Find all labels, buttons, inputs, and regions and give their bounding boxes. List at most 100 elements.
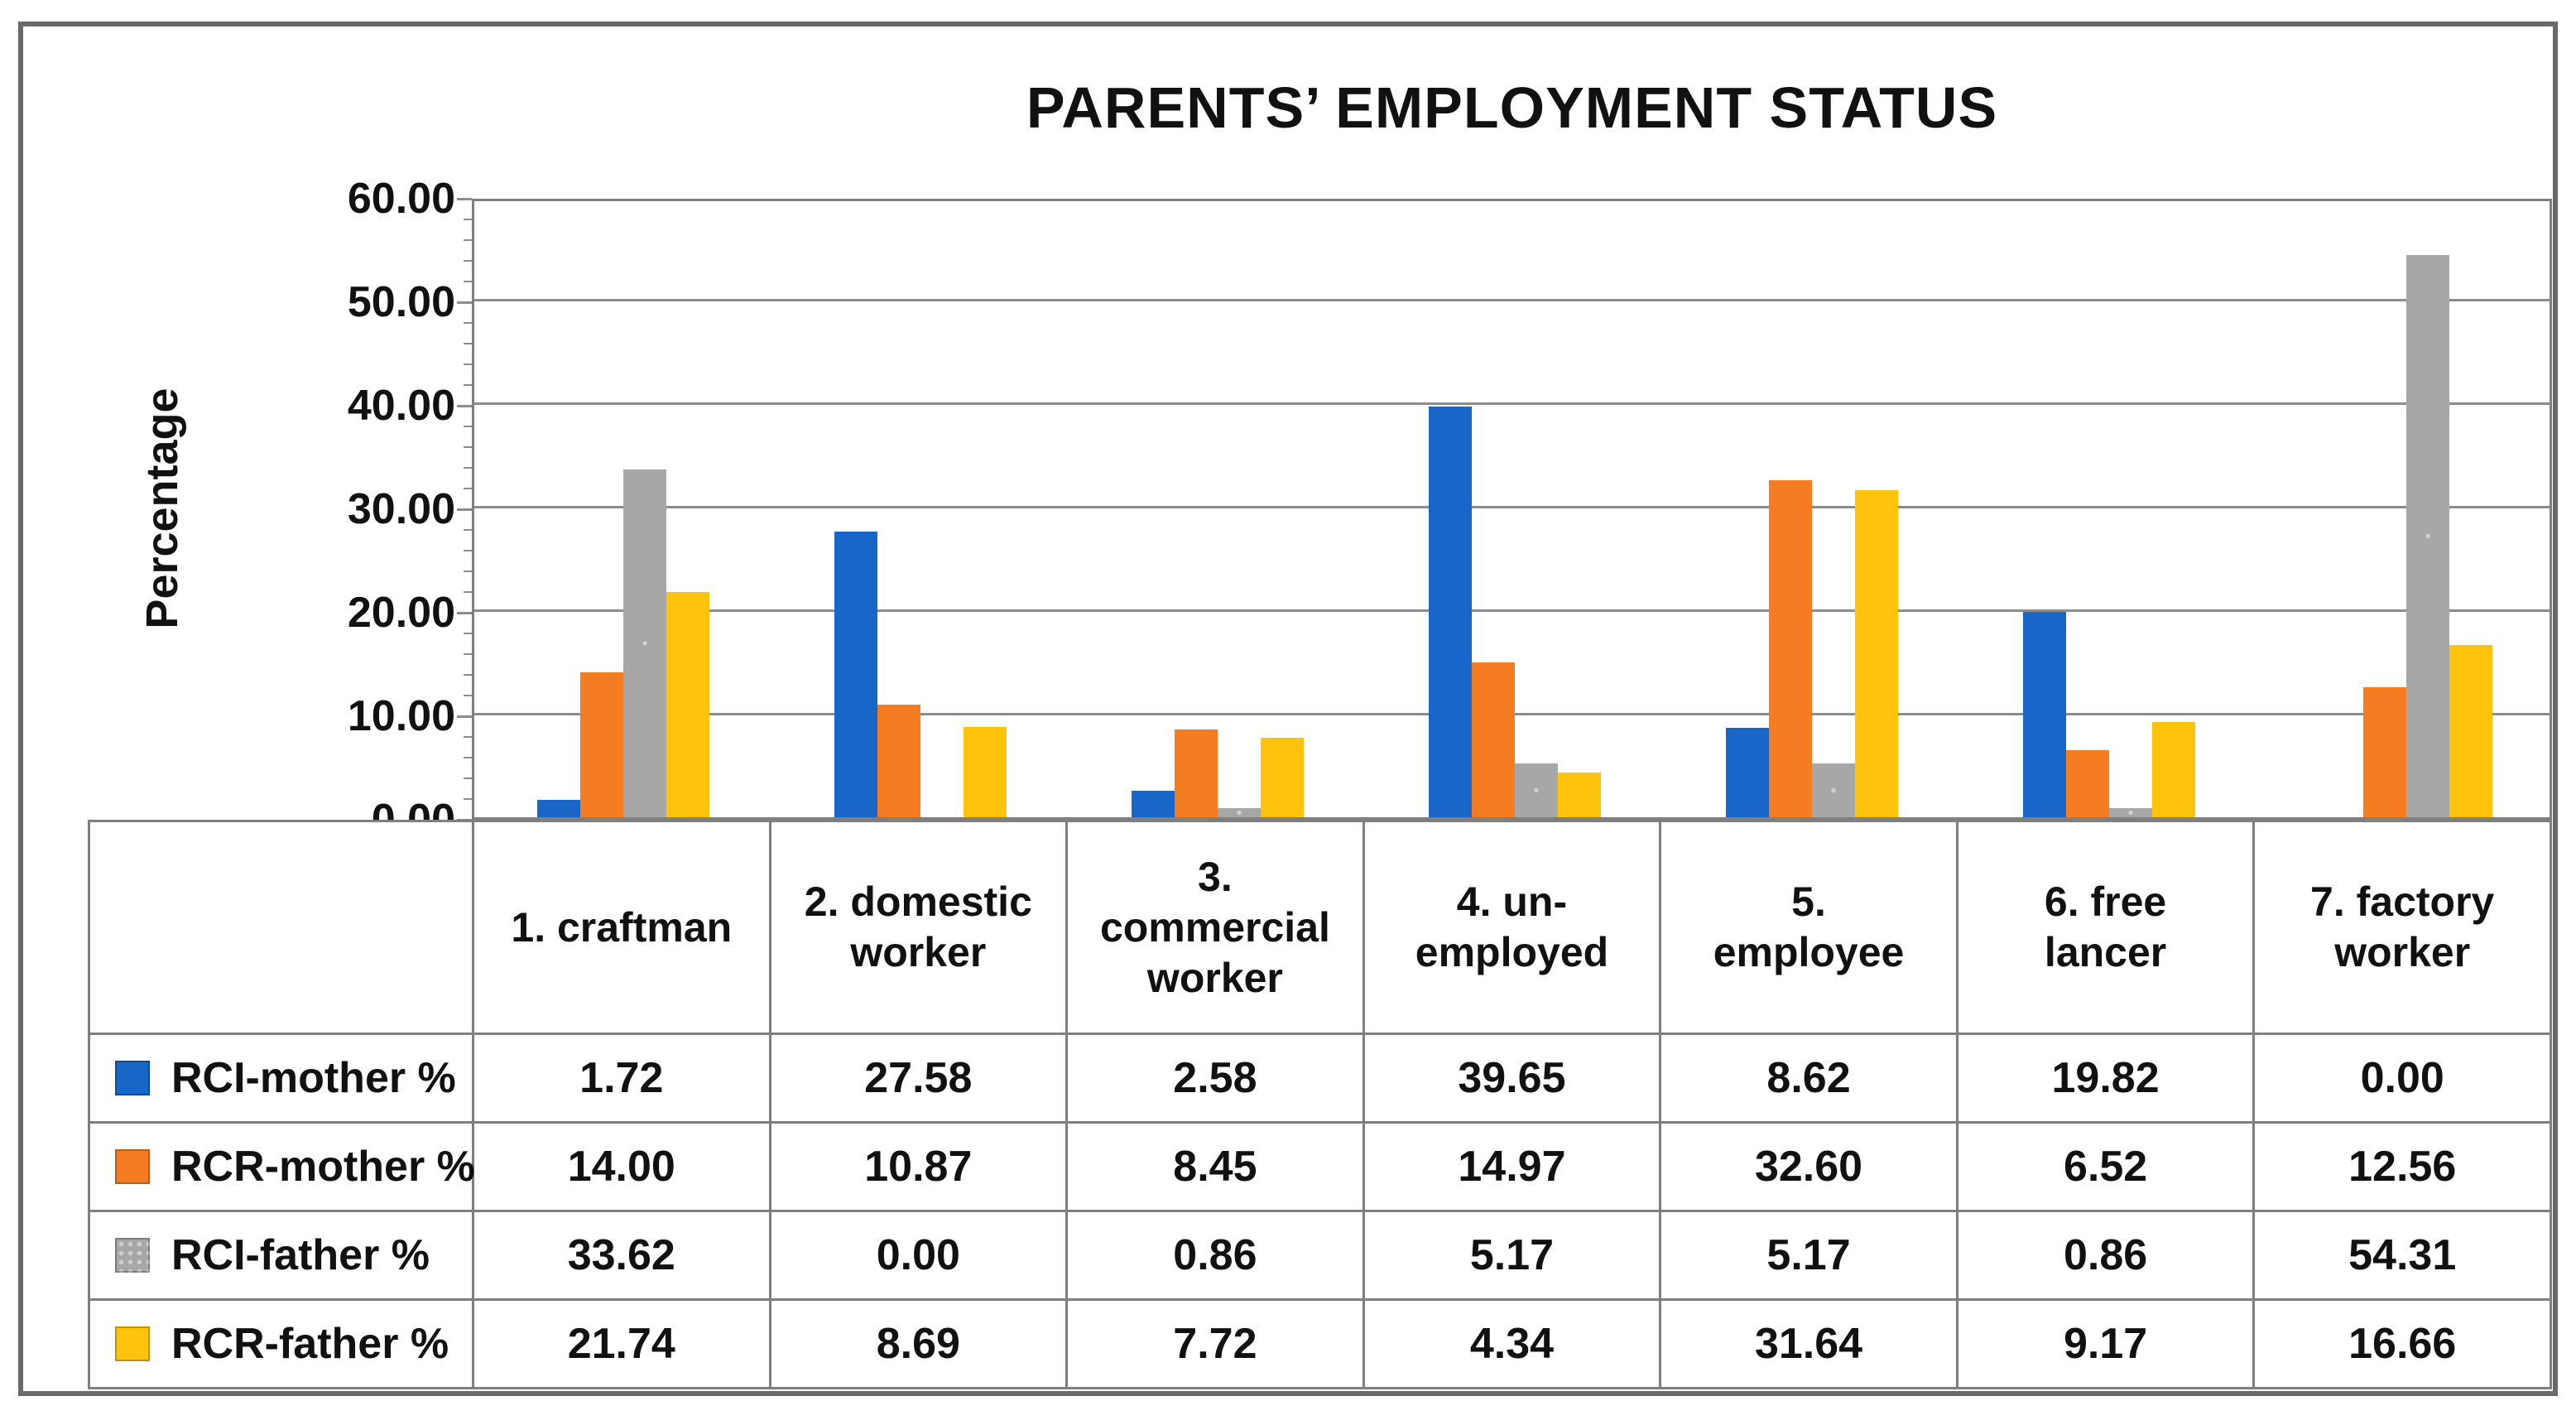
table-row: RCI-father % 33.62 0.00 0.86 5.17 5.17 0.86 54.…	[88, 1210, 2552, 1301]
value-cell: 10.87	[768, 1121, 1069, 1212]
y-minor-tick	[464, 260, 472, 262]
bar-rcr-mother-cat3	[1174, 729, 1218, 817]
value-cell: 5.17	[1659, 1210, 1958, 1301]
y-minor-tick	[464, 757, 472, 758]
value-cell: 2.58	[1065, 1033, 1365, 1124]
gridline	[474, 609, 2550, 612]
legend-cell: RCR-mother %	[88, 1121, 475, 1212]
table-row: RCI-mother % 1.72 27.58 2.58 39.65 8.62 19.82 0…	[88, 1033, 2552, 1124]
bar-rci-mother-cat6	[2022, 612, 2066, 817]
plot-area	[472, 199, 2552, 820]
y-major-tick	[457, 197, 472, 200]
value-cell: 0.00	[2252, 1033, 2552, 1124]
bar-rcr-mother-cat5	[1768, 479, 1812, 817]
value-cell: 7.72	[1065, 1298, 1365, 1389]
y-major-tick	[457, 715, 472, 718]
series-name: RCI-mother %	[171, 1054, 456, 1102]
y-minor-tick	[464, 529, 472, 531]
value-cell: 6.52	[1955, 1121, 2256, 1212]
y-minor-tick	[464, 550, 472, 551]
y-major-tick	[457, 301, 472, 304]
value-cell: 12.56	[2252, 1121, 2552, 1212]
bar-rcr-mother-cat2	[877, 705, 920, 817]
value-cell: 0.00	[768, 1210, 1069, 1301]
y-tick-label: 50.00	[347, 278, 455, 326]
y-tick-label: 10.00	[347, 692, 455, 740]
series-name: RCR-father %	[171, 1320, 449, 1368]
value-cell: 5.17	[1362, 1210, 1662, 1301]
value-cell: 31.64	[1659, 1298, 1958, 1389]
y-minor-tick	[464, 798, 472, 800]
value-cell: 4.34	[1362, 1298, 1662, 1389]
bar-rci-mother-cat4	[1428, 407, 1472, 817]
value-cell: 54.31	[2252, 1210, 2552, 1301]
value-cell: 21.74	[472, 1298, 771, 1389]
y-major-tick	[457, 508, 472, 511]
table-row: RCR-mother % 14.00 10.87 8.45 14.97 32.60 6.52…	[88, 1121, 2552, 1212]
bar-rcr-mother-cat7	[2362, 687, 2406, 817]
y-minor-tick	[464, 777, 472, 779]
y-minor-tick	[464, 570, 472, 572]
table-row: RCR-father % 21.74 8.69 7.72 4.34 31.64 9.17 16…	[88, 1298, 2552, 1389]
gridline	[474, 402, 2550, 405]
y-minor-tick	[464, 467, 472, 469]
table-corner-blank	[88, 820, 474, 1035]
gridline	[474, 298, 2550, 301]
value-cell: 33.62	[472, 1210, 771, 1301]
bar-rcr-father-cat3	[1260, 737, 1304, 817]
bar-rcr-mother-cat1	[579, 672, 623, 817]
bar-rci-father-cat1	[622, 469, 666, 817]
y-minor-tick	[464, 446, 472, 448]
value-cell: 9.17	[1955, 1298, 2256, 1389]
figure-border-frame	[18, 22, 2558, 1396]
y-minor-tick	[464, 322, 472, 324]
bar-rcr-father-cat7	[2449, 644, 2492, 817]
y-tick-label: 30.00	[347, 485, 455, 533]
y-minor-tick	[464, 384, 472, 386]
value-cell: 39.65	[1362, 1033, 1662, 1124]
y-tick-label: 60.00	[347, 175, 455, 223]
y-minor-tick	[464, 736, 472, 738]
bar-rcr-mother-cat4	[1471, 662, 1515, 817]
category-header-cell: 2. domestic worker	[768, 820, 1069, 1035]
value-cell: 8.69	[768, 1298, 1069, 1389]
value-cell: 19.82	[1955, 1033, 2256, 1124]
bar-rcr-father-cat6	[2151, 722, 2195, 817]
value-cell: 32.60	[1659, 1121, 1958, 1212]
y-minor-tick	[464, 343, 472, 344]
value-cell: 14.00	[472, 1121, 771, 1212]
y-minor-tick	[464, 219, 472, 220]
bar-rci-mother-cat3	[1131, 790, 1175, 817]
bar-rci-father-cat5	[1811, 763, 1855, 817]
category-header-cell: 4. un- employed	[1362, 820, 1662, 1035]
legend-cell: RCR-father %	[88, 1298, 474, 1389]
y-major-tick	[457, 404, 472, 407]
y-minor-tick	[464, 363, 472, 365]
y-minor-tick	[464, 591, 472, 593]
y-axis-title: Percentage	[137, 388, 187, 629]
value-cell: 0.86	[1955, 1210, 2256, 1301]
category-header-cell: 7. factory worker	[2252, 820, 2552, 1035]
y-tick-label: 40.00	[347, 382, 455, 430]
y-minor-tick	[464, 239, 472, 241]
bar-rcr-father-cat2	[963, 727, 1007, 817]
bar-rci-mother-cat5	[1725, 728, 1769, 817]
y-major-tick	[457, 611, 472, 614]
value-cell: 8.62	[1659, 1033, 1958, 1124]
value-cell: 8.45	[1065, 1121, 1365, 1212]
bar-rci-father-cat3	[1217, 808, 1261, 817]
legend-swatch-icon	[115, 1326, 150, 1361]
bar-rcr-father-cat4	[1557, 772, 1601, 817]
chart-title: PARENTS’ EMPLOYMENT STATUS	[1026, 75, 1998, 140]
value-cell: 27.58	[768, 1033, 1069, 1124]
bar-rci-father-cat7	[2405, 255, 2449, 817]
value-cell: 1.72	[472, 1033, 771, 1124]
value-cell: 14.97	[1362, 1121, 1662, 1212]
value-cell: 16.66	[2252, 1298, 2552, 1389]
bar-rci-father-cat4	[1514, 763, 1558, 817]
legend-swatch-icon	[115, 1061, 150, 1095]
category-header-cell: 6. free lancer	[1955, 820, 2256, 1035]
bar-rci-father-cat6	[2108, 808, 2152, 817]
series-name: RCI-father %	[171, 1231, 430, 1279]
